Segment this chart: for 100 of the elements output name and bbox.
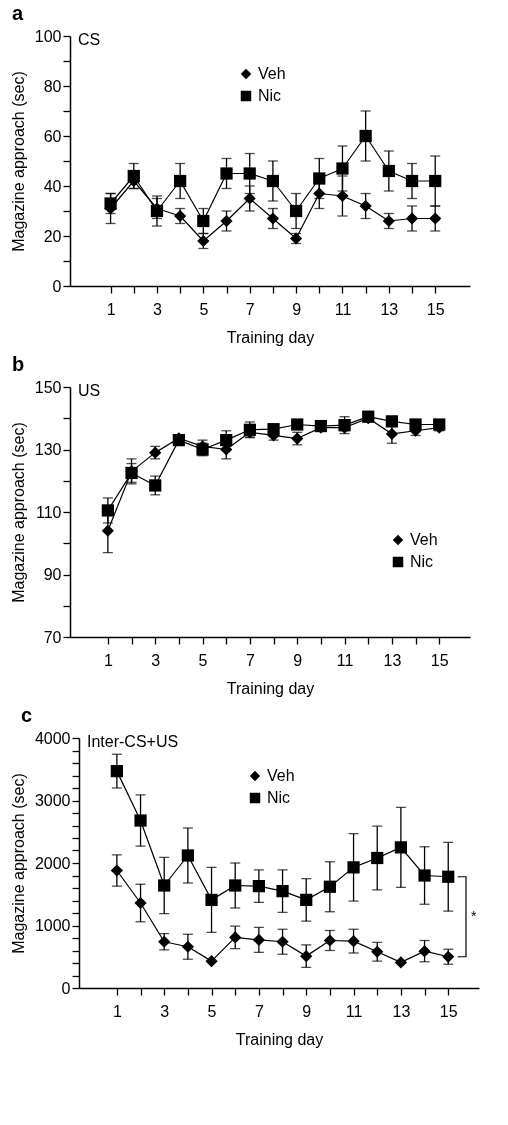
point	[134, 896, 147, 910]
point	[313, 187, 326, 200]
x-tick-label: 15	[430, 651, 449, 669]
point	[158, 879, 171, 892]
x-tick-label: 15	[426, 300, 445, 318]
point	[205, 955, 218, 968]
x-axis-title: Training day	[226, 328, 315, 346]
chart-title: a	[12, 2, 24, 24]
point	[394, 956, 408, 969]
chart-title: b	[12, 353, 25, 375]
x-tick-label: 13	[392, 1002, 411, 1020]
point	[276, 935, 289, 948]
point	[405, 212, 419, 225]
point	[291, 418, 304, 431]
point	[229, 931, 242, 944]
x-tick-label: 5	[207, 1002, 217, 1020]
point	[243, 167, 256, 180]
x-tick-label: 7	[245, 651, 255, 669]
point	[323, 880, 337, 893]
y-tick-label: 90	[43, 566, 62, 583]
annotation: US	[78, 382, 101, 399]
y-tick-label: 3000	[34, 792, 71, 809]
legend-label: Veh	[410, 531, 438, 548]
point	[314, 419, 328, 433]
point	[442, 870, 455, 883]
y-tick-label: 4000	[34, 729, 71, 747]
y-axis-title: Magazine approach (sec)	[9, 71, 27, 252]
x-tick-label: 1	[112, 1002, 122, 1020]
y-tick-label: 110	[35, 503, 62, 521]
point	[205, 893, 218, 906]
y-tick-label: 70	[43, 628, 62, 646]
point	[429, 212, 442, 225]
point	[347, 935, 360, 948]
x-tick-label: 3	[151, 651, 161, 669]
point	[385, 415, 399, 428]
x-tick-label: 3	[160, 1002, 170, 1020]
y-tick-label: 0	[61, 979, 71, 997]
y-tick-label: 40	[43, 177, 62, 195]
point	[359, 199, 372, 213]
point	[266, 212, 280, 225]
point	[362, 410, 375, 423]
x-tick-label: 11	[345, 1002, 363, 1020]
point	[104, 197, 117, 210]
annotation: Inter-CS+US	[87, 733, 179, 750]
point	[110, 765, 123, 778]
legend-label: Nic	[258, 87, 282, 104]
point	[418, 945, 431, 958]
point	[359, 129, 372, 143]
point	[220, 167, 233, 180]
y-axis-title: Magazine approach (sec)	[9, 422, 27, 603]
x-tick-label: 7	[254, 1002, 264, 1020]
y-tick-label: 2000	[34, 854, 71, 872]
x-axis-title: Training day	[226, 679, 315, 697]
x-tick-label: 3	[153, 300, 162, 318]
point	[149, 479, 162, 492]
x-tick-label: 1	[103, 651, 113, 669]
point	[127, 169, 140, 183]
y-tick-label: 80	[43, 77, 62, 95]
point	[300, 893, 313, 906]
point	[101, 504, 114, 517]
y-tick-label: 100	[34, 27, 62, 45]
legend-label: Nic	[410, 553, 434, 570]
y-tick-label: 130	[34, 441, 62, 458]
point	[405, 174, 419, 188]
point	[243, 192, 256, 205]
point	[252, 933, 266, 946]
x-tick-label: 5	[199, 300, 209, 318]
point	[323, 934, 337, 947]
x-tick-label: 5	[198, 651, 208, 669]
point	[252, 880, 265, 893]
annotation: CS	[78, 31, 101, 48]
point	[300, 950, 313, 963]
x-tick-label: 9	[293, 651, 303, 669]
point	[289, 204, 303, 218]
y-tick-label: 20	[43, 227, 62, 245]
point	[134, 814, 147, 827]
point	[229, 879, 242, 892]
point	[101, 524, 114, 537]
point	[418, 869, 431, 882]
y-tick-label: 150	[34, 378, 62, 396]
annotation: *	[470, 907, 477, 924]
point	[267, 423, 280, 436]
point	[385, 427, 399, 440]
point	[220, 434, 233, 447]
x-tick-label: 9	[292, 300, 302, 318]
point	[174, 174, 187, 188]
x-tick-label: 9	[302, 1002, 312, 1020]
y-tick-label: 1000	[34, 917, 71, 934]
y-tick-label: 60	[43, 127, 62, 145]
point	[371, 945, 384, 958]
point	[181, 940, 194, 953]
x-tick-label: 13	[383, 651, 402, 669]
legend-label: Veh	[267, 767, 295, 784]
chart-title: c	[21, 704, 33, 726]
x-axis-title: Training day	[235, 1030, 324, 1048]
point	[382, 164, 395, 178]
x-tick-label: 11	[336, 651, 354, 669]
point	[347, 861, 360, 874]
point	[371, 851, 384, 865]
point	[220, 214, 233, 228]
